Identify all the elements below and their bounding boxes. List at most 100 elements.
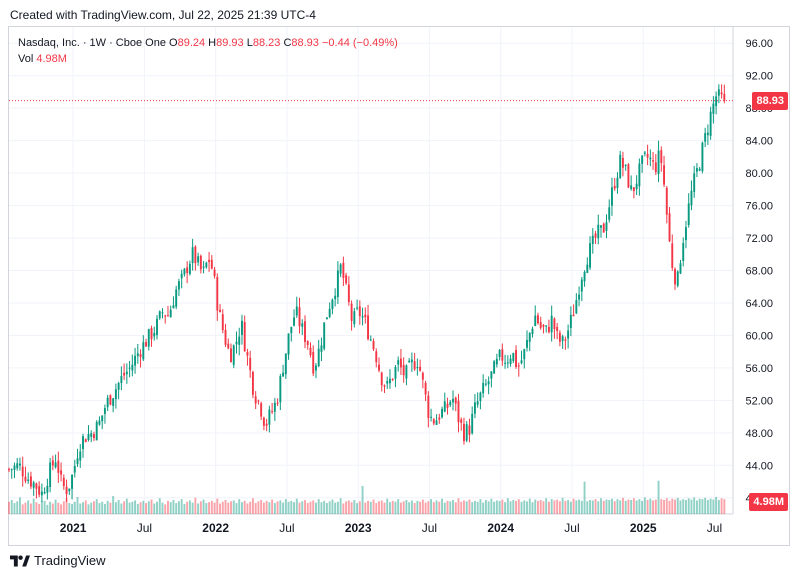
candle-body [106, 397, 109, 408]
candle-body [441, 408, 443, 418]
volume-bar [498, 500, 501, 514]
candle-body [520, 360, 523, 364]
volume-bar [616, 499, 619, 514]
volume-bar [73, 501, 76, 514]
volume-bar [93, 501, 95, 514]
volume-bar [167, 500, 169, 514]
candle-body [717, 89, 720, 96]
footer-brand[interactable]: TradingView [10, 553, 106, 568]
volume-bar [273, 503, 276, 514]
volume-bar [545, 498, 548, 514]
volume-bar [660, 499, 663, 514]
volume-bar [572, 498, 575, 514]
candle-body [621, 157, 624, 168]
volume-bar [676, 497, 679, 514]
y-tick-label: 84.00 [745, 136, 773, 148]
volume-bar [301, 501, 304, 514]
volume-bar [446, 500, 449, 514]
volume-bar [512, 500, 515, 514]
volume-bar [172, 500, 175, 514]
volume-bar [29, 503, 32, 514]
volume-bar [465, 501, 468, 514]
volume-bar [613, 501, 616, 514]
volume-bar [353, 500, 356, 514]
volume-bar [693, 497, 696, 514]
volume-bar [271, 499, 274, 514]
chart-legend: Nasdaq, Inc. · 1W · Cboe One O89.24 H89.… [18, 35, 398, 67]
candle-body [336, 270, 339, 298]
candle-body [649, 157, 652, 160]
x-tick-label: 2023 [345, 521, 372, 535]
candle-body [452, 398, 454, 403]
candle-body [29, 476, 32, 487]
candle-body [10, 469, 13, 471]
candle-body [635, 183, 638, 190]
volume-bar [112, 496, 115, 514]
chart-frame[interactable] [8, 26, 790, 546]
x-tick-label: Jul [422, 521, 437, 535]
volume-bar [84, 500, 87, 514]
volume-bar [243, 500, 246, 514]
candle-body [575, 300, 578, 314]
candle-body [665, 187, 668, 215]
candle-body [356, 307, 359, 309]
close-label: C [283, 37, 292, 49]
candle-body [712, 103, 715, 114]
volume-bar [254, 503, 257, 514]
volume-bar [583, 481, 586, 514]
candle-body [350, 303, 353, 321]
volume-bar [547, 501, 550, 514]
volume-bar [358, 501, 361, 514]
candle-body [539, 322, 542, 328]
volume-bar [687, 498, 690, 514]
candle-body [16, 463, 19, 469]
candle-body [630, 185, 633, 190]
volume-bar [542, 501, 545, 514]
candle-body [325, 317, 328, 320]
candle-body [679, 263, 682, 274]
volume-bar [62, 501, 65, 514]
candle-body [643, 152, 646, 154]
volume-bar [128, 502, 131, 514]
volume-bar [191, 502, 194, 514]
last-volume-tag: 4.98M [749, 493, 788, 511]
candle-body [391, 378, 394, 380]
candle-body [306, 341, 309, 346]
volume-bar [701, 499, 704, 514]
candle-body [125, 371, 128, 375]
candle-body [156, 318, 158, 336]
volume-bar [690, 499, 693, 514]
volume-bar [443, 502, 446, 514]
candle-body [112, 398, 115, 406]
volume-bar [430, 499, 433, 514]
volume-bar [558, 501, 561, 514]
candle-body [90, 433, 93, 437]
volume-bar [199, 501, 202, 514]
candle-body [550, 315, 553, 333]
volume-bar [597, 501, 600, 514]
candle-body [136, 353, 139, 357]
volume-bar [619, 500, 622, 514]
volume-bar [320, 502, 323, 514]
volume-bar [345, 501, 348, 514]
volume-bar [361, 486, 364, 514]
candle-body [671, 243, 674, 268]
candle-body [219, 309, 221, 313]
volume-bar [131, 501, 134, 514]
volume-bar [150, 499, 153, 514]
candle-body [298, 307, 301, 327]
candle-body [46, 485, 49, 493]
candle-body [509, 358, 512, 365]
candle-body [408, 360, 411, 363]
candle-body [84, 439, 87, 443]
low-label: L [246, 37, 253, 49]
candle-body [243, 322, 246, 352]
candle-body [293, 317, 295, 326]
volume-bar [460, 501, 463, 514]
symbol-title[interactable]: Nasdaq, Inc. · 1W · Cboe One [18, 37, 166, 49]
volume-bar [257, 501, 260, 514]
candle-body [210, 259, 213, 269]
candle-body [62, 477, 65, 487]
candle-body [463, 423, 465, 442]
